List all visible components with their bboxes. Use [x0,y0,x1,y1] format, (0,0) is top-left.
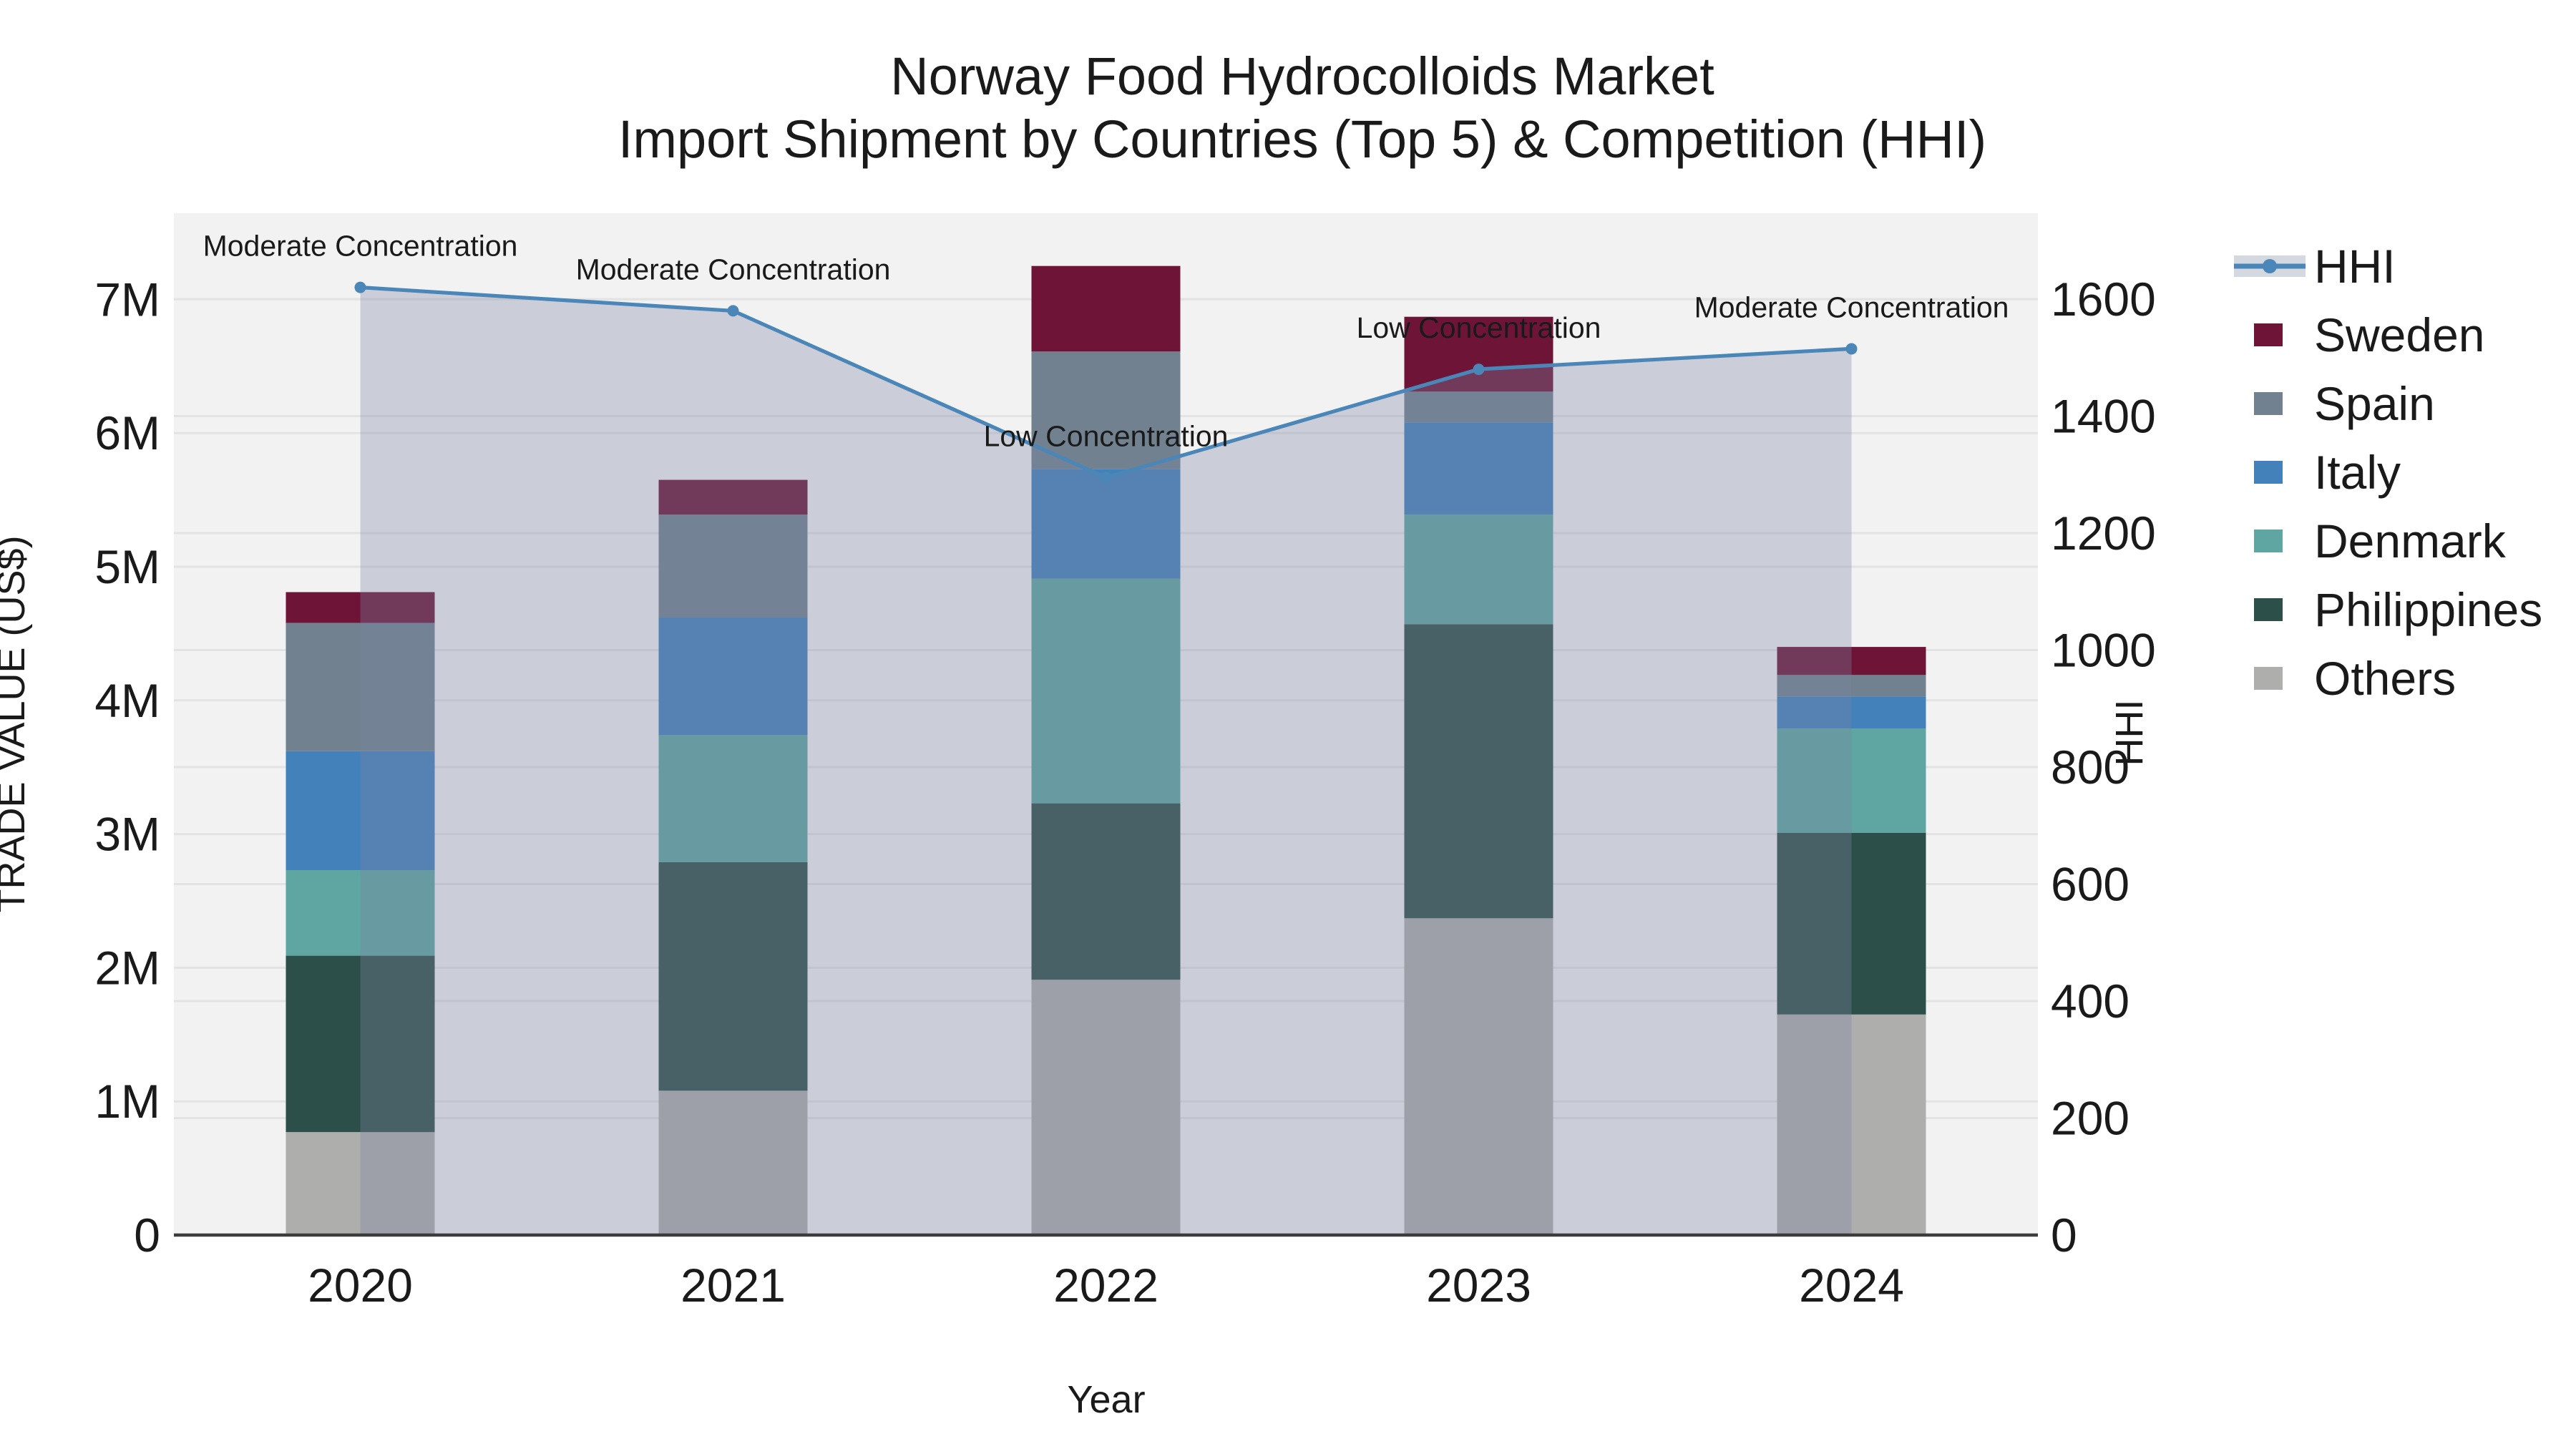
bar-segment-philippines-2020 [286,955,435,1133]
bar-segment-spain-2024 [1777,675,1926,697]
legend-item-sweden: Sweden [2254,308,2485,361]
y-left-tick-7M: 7M [94,273,160,326]
y-left-tick-3M: 3M [94,808,160,861]
y-right-tick-1400: 1400 [2051,390,2156,443]
legend-item-denmark: Denmark [2254,514,2507,567]
bar-segment-denmark-2021 [658,735,808,862]
y-left-axis-label: TRADE VALUE (US$) [0,535,33,912]
legend-label-italy: Italy [2314,446,2401,499]
bar-segment-others-2022 [1031,980,1181,1235]
legend-swatch-italy [2254,461,2283,484]
bar-segment-sweden-2021 [658,479,808,515]
legend-label-hhi: HHI [2314,240,2396,293]
bar-segment-sweden-2023 [1404,316,1553,392]
legend-swatch-sweden [2254,323,2283,346]
bar-segment-italy-2021 [658,617,808,736]
bar-segment-others-2020 [286,1132,435,1235]
annotation-2024: Moderate Concentration [1694,291,2009,323]
y-left-tick-1M: 1M [94,1075,160,1128]
bar-segment-philippines-2021 [658,862,808,1091]
annotations: Moderate Concentration Moderate Concentra… [203,230,2009,453]
bar-segment-others-2023 [1404,918,1553,1235]
y-left-tick-2M: 2M [94,941,160,994]
x-tick-2024: 2024 [1799,1259,1904,1312]
legend-swatch-philippines [2254,598,2283,621]
bar-segment-spain-2021 [658,514,808,618]
y-right-tick-1000: 1000 [2051,624,2156,677]
legend-swatch-others [2254,667,2283,690]
bar-segment-philippines-2024 [1777,832,1926,1015]
annotation-2023: Low Concentration [1357,311,1601,344]
y-left-tick-4M: 4M [94,674,160,727]
stacked-bars [286,265,1926,1235]
x-axis-label: Year [1067,1378,1145,1421]
bar-segment-denmark-2023 [1404,514,1553,625]
annotation-2020: Moderate Concentration [203,230,518,263]
y-left-tick-labels: 0 1M 2M 3M 4M 5M 6M 7M [94,273,160,1262]
hhi-marker-2023 [1473,364,1485,376]
x-tick-2020: 2020 [308,1259,413,1312]
bar-segment-denmark-2022 [1031,578,1181,804]
legend-item-philippines: Philippines [2254,583,2542,636]
bar-segment-spain-2022 [1031,351,1181,469]
bar-segment-sweden-2024 [1777,647,1926,675]
legend-label-denmark: Denmark [2314,514,2507,567]
annotation-2022: Low Concentration [984,419,1229,452]
y-right-tick-1200: 1200 [2051,507,2156,560]
y-right-axis-label: HHI [2108,700,2151,766]
bar-segment-denmark-2024 [1777,728,1926,833]
hhi-area-fill [360,287,1852,1236]
x-tick-2023: 2023 [1426,1259,1531,1312]
bar-segment-others-2021 [658,1091,808,1235]
chart-title-line1: Norway Food Hydrocolloids Market [890,47,1714,106]
y-right-tick-400: 400 [2051,975,2129,1028]
legend-label-sweden: Sweden [2314,308,2485,361]
hhi-marker-2024 [1845,343,1858,355]
y-right-tick-0: 0 [2051,1209,2077,1262]
y-left-tick-6M: 6M [94,406,160,459]
legend-label-others: Others [2314,652,2456,705]
legend-label-spain: Spain [2314,377,2435,430]
y-left-tick-0: 0 [134,1209,160,1262]
legend-label-philippines: Philippines [2314,583,2542,636]
hhi-marker-2022 [1100,472,1112,484]
chart-title-line2: Import Shipment by Countries (Top 5) & C… [618,109,1986,169]
y-right-tick-labels: 0 200 400 600 800 1000 1200 1400 1600 [2051,273,2156,1262]
x-tick-labels: 2020 2021 2022 2023 2024 [308,1259,1904,1312]
bar-segment-sweden-2020 [286,592,435,623]
legend-item-others: Others [2254,652,2456,705]
bar-segment-italy-2020 [286,751,435,871]
x-tick-2021: 2021 [680,1259,786,1312]
bar-segment-italy-2022 [1031,469,1181,579]
legend-swatch-spain [2254,392,2283,415]
y-right-tick-1600: 1600 [2051,273,2156,326]
legend-item-spain: Spain [2254,377,2435,430]
hhi-line-group [354,281,1858,484]
hhi-area-group [360,287,1852,1236]
bar-segment-sweden-2022 [1031,265,1181,352]
legend-hhi-marker [2263,259,2277,273]
annotation-2021: Moderate Concentration [576,253,891,286]
y-right-tick-800: 800 [2051,741,2129,794]
legend-item-hhi: HHI [2234,240,2396,293]
y-right-tick-600: 600 [2051,858,2129,911]
hhi-marker-2021 [727,305,739,317]
bar-segment-spain-2020 [286,623,435,751]
bar-segment-spain-2023 [1404,391,1553,423]
y-right-tick-200: 200 [2051,1092,2129,1145]
bar-segment-philippines-2022 [1031,803,1181,980]
legend: HHI Sweden Spain Italy Denmark Philippines Oth… [2234,240,2542,705]
hhi-marker-2020 [354,281,366,293]
bar-segment-denmark-2020 [286,870,435,956]
legend-item-italy: Italy [2254,446,2401,499]
y-left-tick-5M: 5M [94,540,160,593]
bar-segment-philippines-2023 [1404,624,1553,919]
x-tick-2022: 2022 [1053,1259,1158,1312]
bar-segment-italy-2023 [1404,422,1553,515]
bar-segment-others-2024 [1777,1014,1926,1235]
bar-segment-italy-2024 [1777,696,1926,729]
legend-swatch-denmark [2254,530,2283,552]
